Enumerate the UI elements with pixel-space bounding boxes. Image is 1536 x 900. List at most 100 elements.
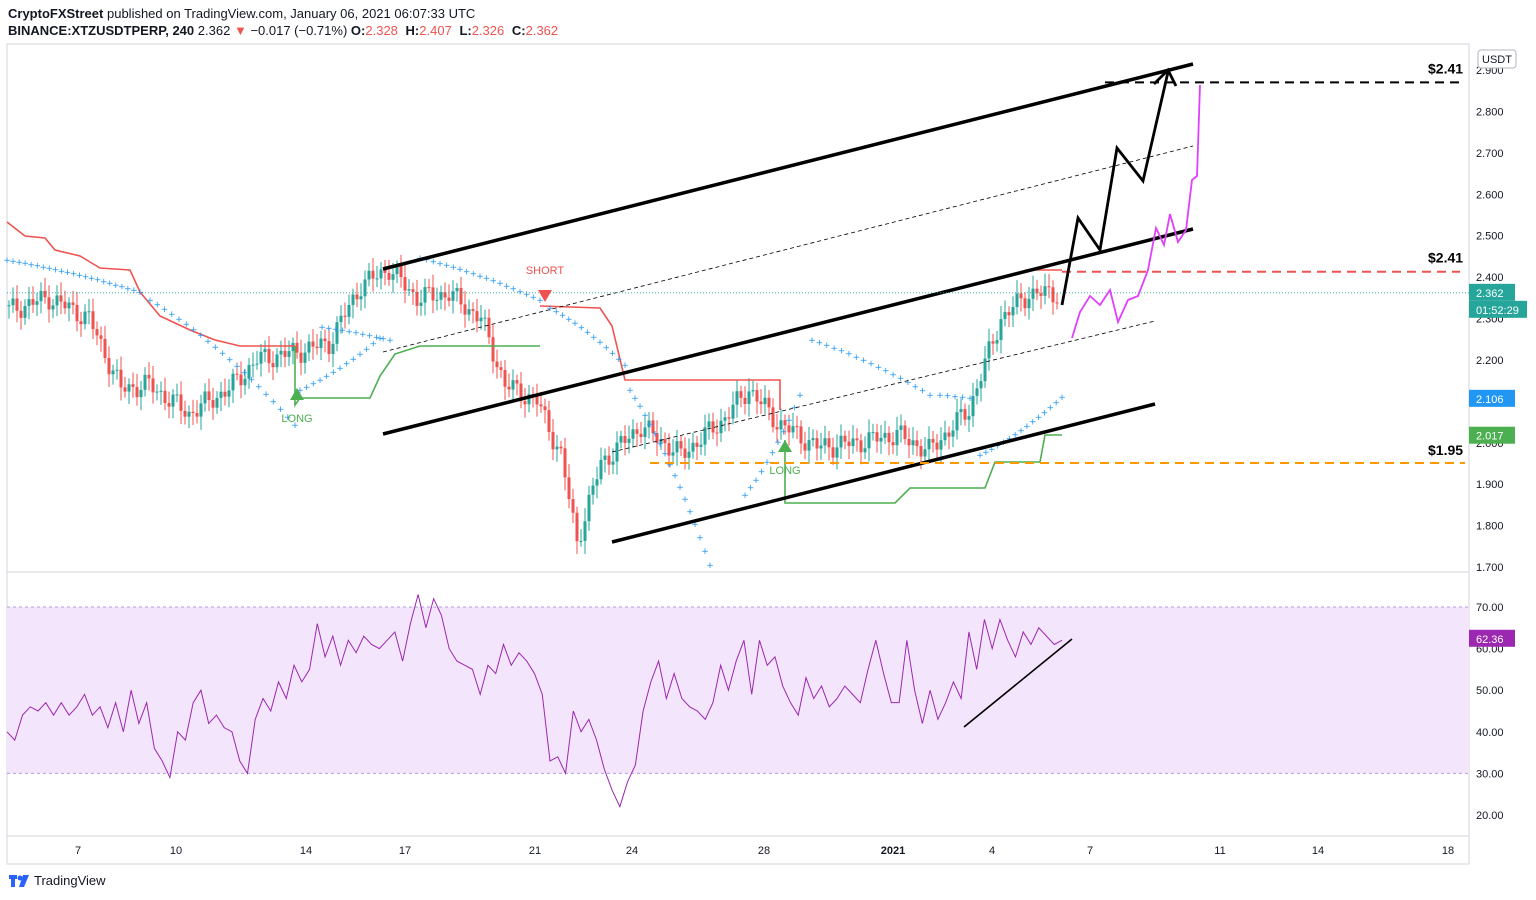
sar-dot: + [701, 547, 709, 557]
candle-body [383, 269, 387, 273]
candle-body [319, 338, 323, 349]
price-tick-label: 2.200 [1476, 355, 1504, 367]
candle-body [879, 437, 883, 442]
candle-body [275, 354, 279, 368]
candle-body [291, 342, 295, 352]
sar-dot: + [21, 259, 29, 269]
candle-body [883, 432, 887, 438]
sar-dot: + [752, 476, 760, 486]
candle-body [471, 309, 475, 312]
sar-dot: + [303, 383, 311, 393]
candle-body [115, 369, 119, 371]
sar-dot: + [211, 343, 219, 353]
candle-body [923, 449, 927, 457]
sar-dot: + [785, 416, 793, 426]
sar-dot: + [590, 333, 598, 343]
candle-body [467, 309, 471, 315]
candle-body [631, 429, 635, 439]
candle-body [947, 432, 951, 437]
candle-body [671, 452, 675, 456]
candle-body [187, 411, 191, 417]
candle-body [1035, 288, 1039, 294]
candle-body [251, 364, 255, 366]
sar-dot: + [190, 326, 198, 336]
price-tick-label: 2.500 [1476, 231, 1504, 243]
publish-info: CryptoFXStreet published on TradingView.… [8, 6, 475, 21]
sar-dot: + [780, 427, 788, 437]
symbol-label[interactable]: BINANCE:XTZUSDTPERP, 240 [8, 23, 195, 38]
candle-body [219, 391, 223, 398]
candle-body [939, 440, 943, 450]
publisher-name[interactable]: CryptoFXStreet [8, 6, 104, 21]
candle-body [235, 373, 239, 375]
candle-body [899, 425, 903, 430]
sar-dot: + [118, 283, 126, 293]
sar-dot: + [530, 293, 538, 303]
sar-dot: + [130, 286, 138, 296]
sar-dot: + [926, 391, 934, 401]
tradingview-brand[interactable]: TradingView [34, 873, 106, 888]
channel-upper-line [382, 62, 1194, 271]
sar-dot: + [536, 296, 544, 306]
candle-body [967, 416, 971, 420]
candle-body [519, 383, 523, 402]
candle-body [827, 438, 831, 448]
candle-body [527, 394, 531, 405]
channel-low-dashed [611, 320, 1156, 453]
candle-body [807, 440, 811, 451]
sar-dot: + [706, 561, 714, 571]
sar-dot: + [450, 263, 458, 273]
sar-dot: + [666, 460, 674, 470]
candle-body [783, 420, 787, 426]
sar-dot: + [88, 274, 96, 284]
price-tick-label: 2.800 [1476, 106, 1504, 118]
candle-body [791, 426, 795, 433]
candle-body [683, 448, 687, 458]
sar-dot: + [336, 364, 344, 374]
candle-body [991, 341, 995, 344]
open-label: O: [350, 23, 366, 38]
candle-body [559, 446, 563, 449]
candle-body [971, 395, 975, 417]
time-tick-label: 14 [300, 845, 312, 857]
sar-dot: + [796, 391, 804, 401]
candle-body [919, 446, 923, 457]
candle-body [931, 438, 935, 443]
price-tick-label: 2.600 [1476, 189, 1504, 201]
candle-body [75, 304, 79, 322]
last-price-tag-bg [1469, 283, 1515, 301]
sar-dot: + [27, 260, 35, 270]
candle-body [763, 397, 767, 405]
candle-body [851, 438, 855, 447]
time-tick-label: 4 [989, 845, 995, 857]
time-tick-label: 17 [399, 845, 411, 857]
change-value: −0.017 (−0.71%) [250, 23, 348, 38]
price-axis: 2.9002.8002.7002.6002.5002.4002.3002.200… [1469, 49, 1527, 822]
candle-body [695, 442, 699, 447]
rsi-band-fill [7, 607, 1469, 774]
sar-dot: + [363, 345, 371, 355]
candle-body [831, 447, 835, 458]
candle-body [891, 442, 895, 446]
candle-body [199, 403, 203, 417]
candle-body [751, 390, 755, 392]
candle-body [451, 291, 455, 301]
sar-dot: + [168, 310, 176, 320]
candle-body [323, 338, 327, 342]
price-tick-label: 2.400 [1476, 272, 1504, 284]
candle-body [723, 417, 727, 421]
candle-body [735, 391, 739, 405]
candle-body [623, 436, 627, 443]
candle-body [311, 341, 315, 347]
sar-dot: + [370, 340, 378, 350]
sar-dot: + [443, 261, 451, 271]
candle-body [131, 384, 135, 387]
candle-body [307, 341, 311, 353]
sar-dot: + [516, 287, 524, 297]
time-tick-label: 11 [1214, 845, 1225, 857]
currency-badge [1477, 49, 1517, 69]
rsi-value-tag-bg [1469, 629, 1515, 647]
sar-dot: + [523, 290, 531, 300]
candle-body [1039, 293, 1043, 296]
